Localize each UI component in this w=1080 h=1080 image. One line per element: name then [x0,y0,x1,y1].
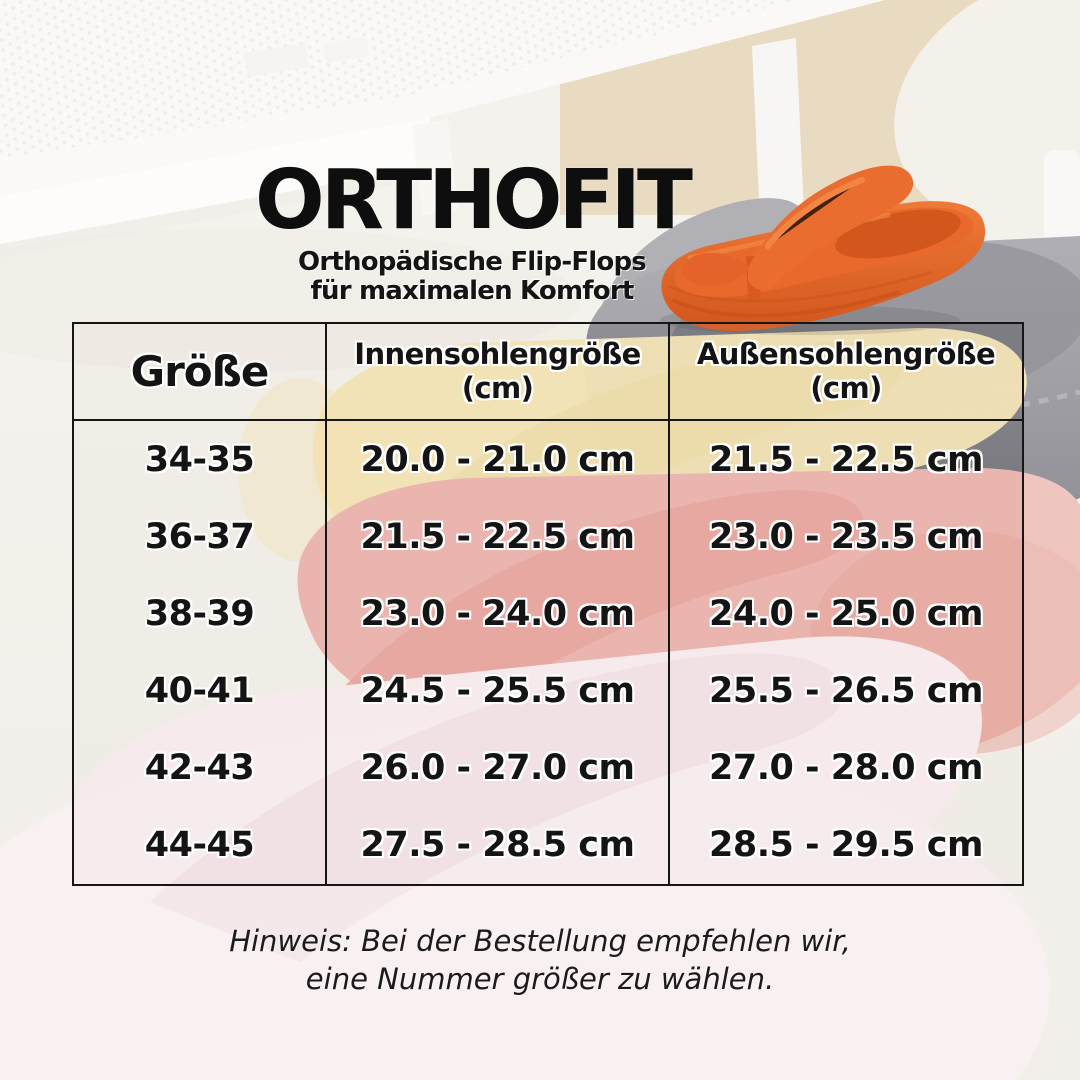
brand-title: ORTHOFIT [255,153,693,248]
cell-inner: 26.0 - 27.0 cm [327,729,670,807]
header-groesse: Größe [74,324,327,421]
cell-inner: 24.5 - 25.5 cm [327,652,670,730]
cell-size: 44-45 [74,806,327,884]
cell-inner: 27.5 - 28.5 cm [327,806,670,884]
cell-inner: 23.0 - 24.0 cm [327,575,670,653]
bench-label [323,37,369,63]
bench-leg [412,119,458,216]
cell-inner: 21.5 - 22.5 cm [327,498,670,576]
round-object [894,0,1080,236]
order-note-line2: eine Nummer größer zu wählen. [305,962,775,997]
cell-size: 40-41 [74,652,327,730]
size-table: Größe Innensohlengröße (cm) Außensohleng… [72,322,1024,886]
bench [0,0,1080,372]
cell-size: 34-35 [74,421,327,499]
cell-outer: 21.5 - 22.5 cm [708,439,984,480]
table-area-wash [72,322,1024,886]
order-note: Hinweis: Bei der Bestellung empfehlen wi… [190,922,890,999]
subtitle-line1: Orthopädische Flip-Flops [298,247,647,277]
header-aussensohle: Außensohlengröße (cm) [670,324,1022,421]
cell-outer: 28.5 - 29.5 cm [708,825,984,866]
cell-outer: 23.0 - 23.5 cm [708,516,984,557]
header-innensohle: Innensohlengröße (cm) [327,324,670,421]
orange-flipflop-image [660,165,986,335]
product-subtitle: Orthopädische Flip-Flops für maximalen K… [112,247,832,307]
subtitle-line2: für maximalen Komfort [310,276,634,307]
bench-shadow [0,228,580,372]
cell-size: 42-43 [74,729,327,807]
cell-outer: 27.0 - 28.0 cm [708,748,984,789]
header-block: ORTHOFIT Orthopädische Flip-Flops für ma… [112,160,832,306]
cell-outer: 25.5 - 26.5 cm [708,671,984,712]
cell-outer: 24.0 - 25.0 cm [708,593,984,634]
cell-size: 38-39 [74,575,327,653]
order-note-line1: Hinweis: Bei der Bestellung empfehlen wi… [229,924,851,958]
bench-label [244,43,310,77]
cell-size: 36-37 [74,498,327,576]
cell-inner: 20.0 - 21.0 cm [327,421,670,499]
